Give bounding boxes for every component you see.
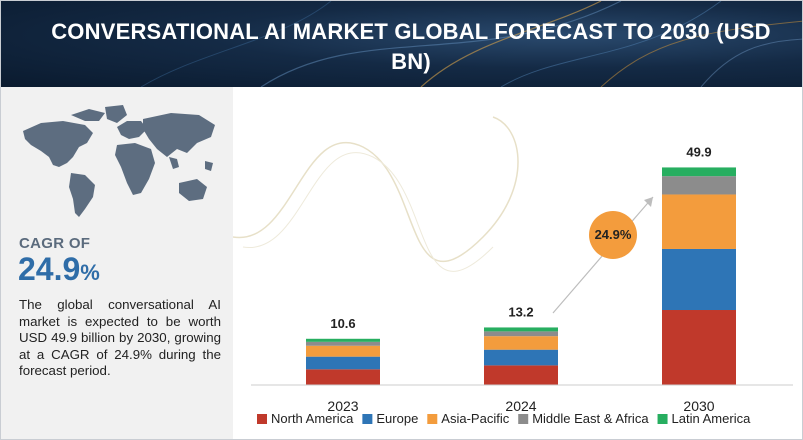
page-title: CONVERSATIONAL AI MARKET GLOBAL FORECAST…	[51, 19, 771, 74]
legend-swatch	[657, 414, 668, 424]
bar-segment	[306, 338, 380, 342]
legend-label: Asia-Pacific	[441, 411, 509, 426]
legend-swatch	[257, 414, 267, 424]
header-light-trails	[140, 1, 802, 87]
bar-segment	[484, 327, 558, 332]
bar-segment	[484, 336, 558, 350]
legend-label: Latin America	[672, 411, 752, 426]
chart-area: 10.6 2023 13.2 2024 49.9 2030 24.9% North Ameri…	[232, 87, 802, 439]
legend-swatch	[427, 414, 438, 424]
legend-label: North America	[271, 411, 354, 426]
legend-swatch	[362, 414, 373, 424]
legend-label: Middle East & Africa	[532, 411, 649, 426]
cagr-percent-sign: %	[80, 260, 100, 285]
bar-segment	[662, 176, 736, 195]
cagr-value: 24.9%	[18, 251, 100, 288]
bar-segment	[662, 310, 736, 385]
stacked-bar-chart: 10.6 2023 13.2 2024 49.9 2030 24.9% North Ameri…	[232, 116, 793, 426]
world-map-icon	[23, 105, 215, 217]
bar-segment	[306, 345, 380, 357]
bar-segment	[306, 341, 380, 346]
cagr-label: CAGR OF	[19, 235, 91, 252]
growth-arrow-head	[644, 197, 653, 207]
bar-segment	[662, 248, 736, 311]
summary-text: The global conversational AI market is e…	[19, 297, 221, 378]
cagr-number: 24.9	[18, 251, 81, 287]
x-tick-label: 2030	[683, 398, 714, 414]
bar-segment	[662, 167, 736, 177]
cagr-bubble	[589, 211, 637, 259]
bar-segment	[484, 331, 558, 337]
background-swirl	[232, 116, 519, 263]
header-banner: CONVERSATIONAL AI MARKET GLOBAL FORECAST…	[1, 1, 802, 87]
left-panel: CAGR OF 24.9% The global conversational …	[1, 87, 233, 439]
legend-label: Europe	[376, 411, 418, 426]
bar-segment	[484, 365, 558, 385]
background-swirl	[242, 152, 494, 272]
bar-total-label: 10.6	[330, 316, 355, 331]
bar-segment	[484, 349, 558, 366]
bar-segment	[306, 369, 380, 385]
cagr-bubble-label: 24.9%	[595, 227, 632, 242]
legend-swatch	[518, 414, 529, 424]
bar-total-label: 49.9	[686, 144, 711, 159]
bar-segment	[306, 356, 380, 370]
x-tick-label: 2023	[327, 398, 358, 414]
bar-segment	[662, 194, 736, 249]
x-tick-label: 2024	[505, 398, 536, 414]
bar-total-label: 13.2	[508, 304, 533, 319]
